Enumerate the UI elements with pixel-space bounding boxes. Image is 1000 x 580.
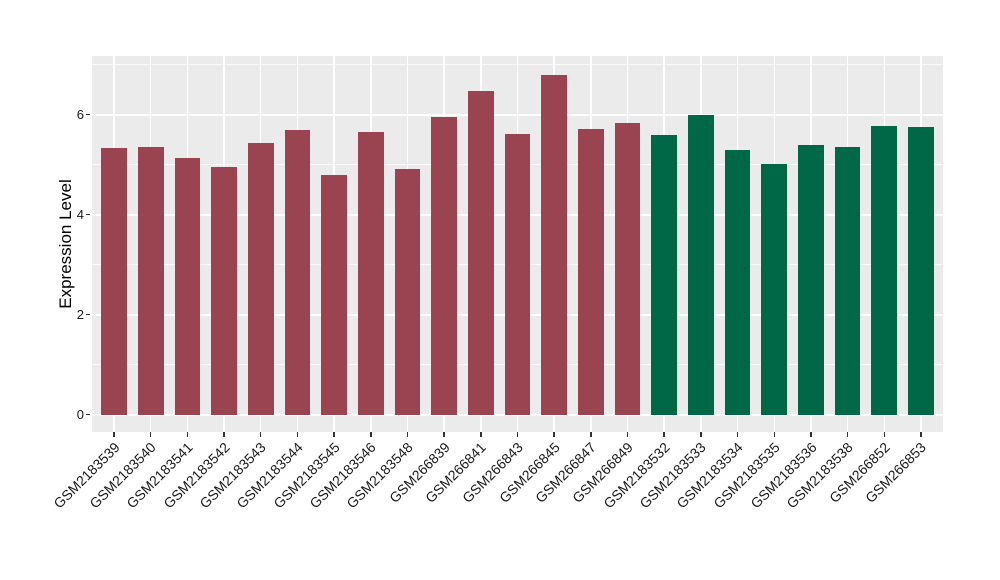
x-tick-mark: [259, 432, 262, 437]
x-tick-mark: [370, 432, 372, 437]
bar: [541, 74, 567, 415]
bar: [871, 126, 898, 415]
y-tick-label: 6: [76, 106, 84, 122]
bar: [101, 148, 127, 415]
y-tick-mark: [85, 313, 90, 316]
x-tick-mark: [920, 432, 922, 437]
x-tick-mark: [296, 432, 299, 437]
x-tick-mark: [626, 432, 629, 437]
y-tick-mark: [85, 113, 90, 116]
x-tick-mark: [186, 432, 189, 437]
bar: [798, 145, 824, 415]
bar: [394, 168, 421, 415]
x-tick-mark: [590, 432, 592, 437]
x-tick-mark: [149, 432, 152, 437]
x-tick-mark: [406, 432, 409, 437]
x-tick-mark: [810, 432, 812, 437]
bar: [724, 150, 751, 415]
x-tick-mark: [663, 432, 665, 437]
y-tick-label: 0: [76, 406, 84, 422]
bar: [908, 127, 934, 415]
x-tick-mark: [846, 432, 849, 437]
bar: [578, 129, 604, 415]
x-tick-mark: [480, 432, 482, 437]
x-tick-mark: [443, 432, 445, 437]
bar: [284, 130, 311, 415]
y-tick-label: 4: [76, 206, 84, 222]
bar: [211, 167, 237, 415]
bar: [357, 131, 384, 415]
x-tick-mark: [516, 432, 519, 437]
bar: [761, 163, 788, 415]
x-tick-mark: [553, 432, 555, 437]
bar: [174, 158, 201, 415]
bar: [688, 115, 714, 415]
bar: [834, 147, 861, 415]
bar: [651, 135, 678, 415]
x-tick-mark: [333, 432, 335, 437]
y-tick-mark: [85, 213, 90, 216]
y-tick-label: 2: [76, 306, 84, 322]
bar: [321, 175, 347, 415]
y-tick-mark: [85, 413, 90, 416]
y-axis-title: Expression Level: [56, 179, 75, 309]
bar: [431, 117, 457, 415]
bar: [137, 146, 164, 415]
x-tick-mark: [113, 432, 115, 437]
x-tick-mark: [883, 432, 886, 437]
x-tick-mark: [773, 432, 776, 437]
x-tick-mark: [700, 432, 702, 437]
bar: [467, 91, 494, 415]
bar: [504, 133, 531, 415]
x-tick-mark: [736, 432, 739, 437]
plot-panel: [92, 56, 943, 432]
x-tick-mark: [223, 432, 225, 437]
bar: [247, 143, 274, 415]
bar: [614, 122, 641, 415]
